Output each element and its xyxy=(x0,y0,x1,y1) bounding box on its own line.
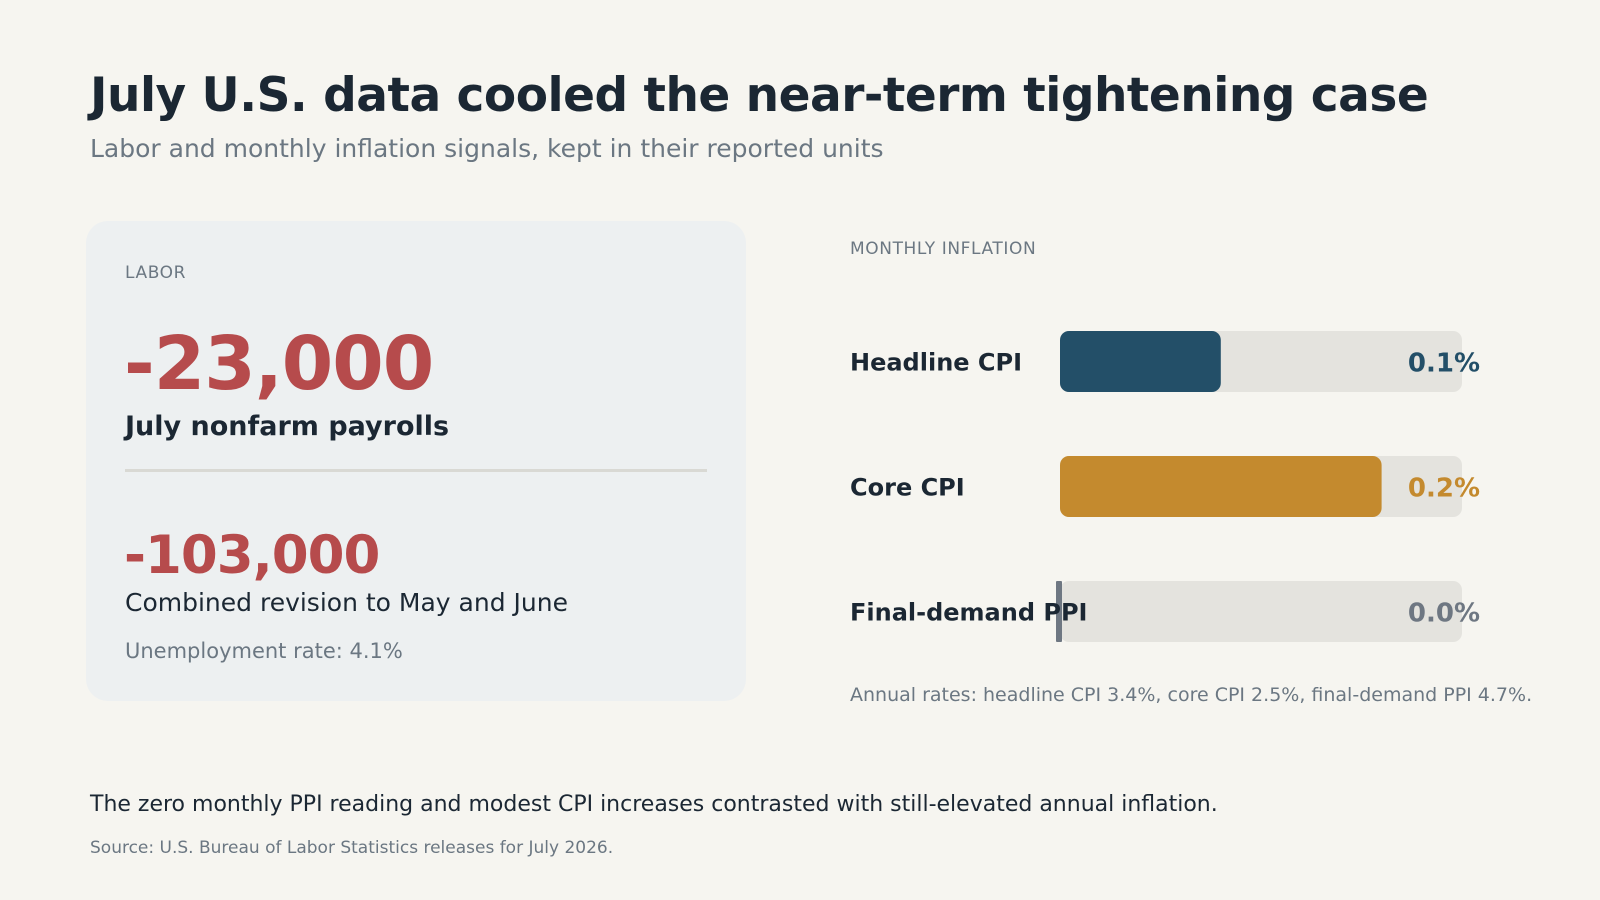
bar-value-label: 0.1% xyxy=(1408,349,1480,379)
bar-category-label: Final-demand PPI xyxy=(850,599,1087,627)
bar-track xyxy=(1060,581,1462,642)
card-divider xyxy=(125,469,707,472)
bar-core-cpi xyxy=(1060,456,1382,517)
labor-card: LABOR -23,000 July nonfarm payrolls -103… xyxy=(86,221,746,701)
bar-category-label: Headline CPI xyxy=(850,349,1022,377)
payrolls-value: -23,000 xyxy=(124,321,434,407)
bar-value-label: 0.0% xyxy=(1408,599,1480,629)
bar-final-demand-ppi xyxy=(1056,581,1062,642)
labor-section-label: LABOR xyxy=(125,263,187,283)
revision-label: Combined revision to May and June xyxy=(125,588,568,617)
inflation-section-label: MONTHLY INFLATION xyxy=(850,239,1037,259)
bar-category-label: Core CPI xyxy=(850,474,965,502)
revision-value: -103,000 xyxy=(124,525,380,586)
source-note: Source: U.S. Bureau of Labor Statistics … xyxy=(90,838,614,858)
page-title: July U.S. data cooled the near-term tigh… xyxy=(90,68,1429,123)
annual-rates-note: Annual rates: headline CPI 3.4%, core CP… xyxy=(850,684,1533,706)
takeaway-text: The zero monthly PPI reading and modest … xyxy=(90,792,1218,817)
page-subtitle: Labor and monthly inflation signals, kep… xyxy=(90,134,884,163)
payrolls-label: July nonfarm payrolls xyxy=(125,411,450,442)
bar-value-label: 0.2% xyxy=(1408,474,1480,504)
unemployment-rate: Unemployment rate: 4.1% xyxy=(125,639,403,663)
bar-headline-cpi xyxy=(1060,331,1221,392)
